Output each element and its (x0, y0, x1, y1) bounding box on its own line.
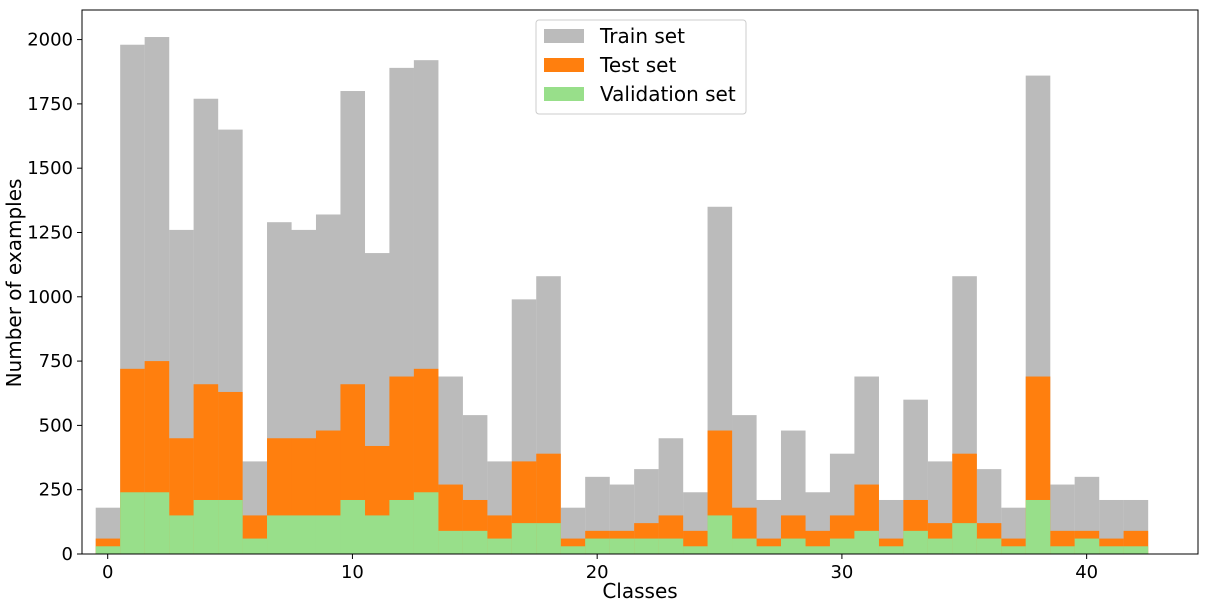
validation-set-bar-19 (560, 546, 586, 554)
validation-set-bar-34 (927, 538, 953, 554)
validation-set-bar-9 (315, 515, 341, 554)
validation-set-bar-7 (267, 515, 292, 554)
validation-set-bar-16 (487, 538, 512, 554)
x-tick-label-10: 10 (341, 562, 364, 583)
legend-label-validation-set: Validation set (600, 82, 736, 106)
validation-set-bar-30 (829, 538, 855, 554)
axes-layer: 0 10 20 30 40 0 250 500 750 1000 1250 1500 1750 2000 (27, 9, 1199, 583)
legend-box (535, 19, 747, 115)
validation-set-bar-31 (854, 530, 879, 554)
x-tick-label-20: 20 (586, 562, 609, 583)
validation-set-bar-21 (609, 538, 635, 554)
validation-set-bar-12 (389, 499, 414, 554)
validation-set-bar-26 (732, 538, 757, 554)
validation-set-bar-25 (707, 515, 733, 554)
validation-set-bar-27 (756, 546, 782, 554)
validation-set-bar-39 (1050, 546, 1075, 554)
validation-set-bar-0 (95, 546, 121, 554)
plot-frame (81, 9, 1199, 555)
validation-set-bar-3 (169, 515, 194, 554)
y-tick-label-1250: 1250 (27, 222, 73, 243)
validation-set-bar-33 (903, 530, 928, 554)
validation-set-bar-15 (462, 530, 488, 554)
validation-set-bar-1 (120, 492, 145, 554)
y-tick-label-1000: 1000 (27, 287, 73, 308)
validation-set-bar-40 (1074, 538, 1100, 554)
legend-swatch-test-set (544, 58, 584, 72)
y-tick-label-250: 250 (39, 480, 73, 501)
x-axis-label: Classes (602, 579, 677, 603)
legend-swatch-train-set (544, 29, 584, 43)
validation-set-bar-42 (1123, 546, 1149, 554)
validation-set-bar-6 (242, 538, 268, 554)
validation-set-bar-36 (976, 538, 1002, 554)
x-tick-label-30: 30 (830, 562, 853, 583)
y-tick-label-750: 750 (39, 351, 73, 372)
validation-set-bar-10 (340, 499, 366, 554)
validation-set-bar-11 (364, 515, 390, 554)
x-tick-label-40: 40 (1075, 562, 1098, 583)
legend-label-test-set: Test set (599, 53, 676, 77)
validation-set-bar-22 (634, 538, 659, 554)
y-tick-label-500: 500 (39, 415, 73, 436)
x-tick-label-0: 0 (102, 562, 113, 583)
validation-set-bar-32 (878, 546, 904, 554)
validation-set-bar-35 (952, 523, 977, 554)
validation-set-bar-17 (511, 523, 537, 554)
validation-set-bar-23 (658, 538, 684, 554)
validation-set-bar-4 (193, 499, 219, 554)
legend: Train set Test set Validation set (535, 19, 747, 115)
validation-set-bar-41 (1099, 546, 1124, 554)
bars-layer (95, 37, 1149, 555)
validation-set-bar-28 (780, 538, 806, 554)
validation-set-bar-14 (438, 530, 463, 554)
y-tick-label-1750: 1750 (27, 94, 73, 115)
y-tick-label-2000: 2000 (27, 30, 73, 51)
validation-set-bar-37 (1001, 546, 1026, 554)
validation-set-bar-2 (144, 492, 170, 554)
legend-label-train-set: Train set (599, 24, 685, 48)
validation-set-bar-38 (1025, 499, 1051, 554)
y-axis-label: Number of examples (2, 179, 26, 388)
validation-set-bar-24 (683, 546, 708, 554)
legend-swatch-validation-set (544, 87, 584, 101)
validation-set-bar-5 (218, 499, 243, 554)
y-tick-label-0: 0 (62, 544, 73, 565)
validation-set-bar-20 (585, 538, 610, 554)
validation-set-bar-13 (413, 492, 439, 554)
validation-set-bar-18 (536, 523, 561, 554)
validation-set-bar-8 (291, 515, 317, 554)
y-tick-label-1500: 1500 (27, 158, 73, 179)
validation-set-bar-29 (805, 546, 831, 554)
